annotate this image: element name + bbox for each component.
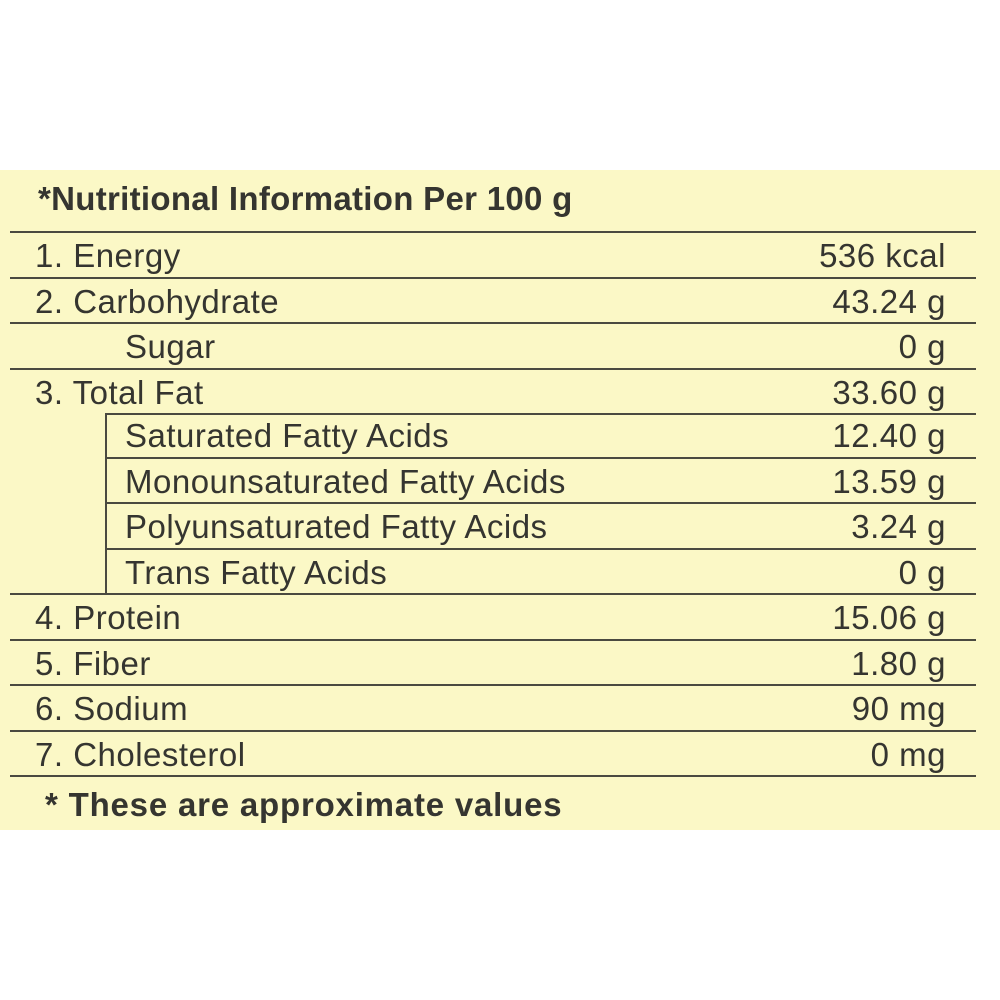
nutrition-table: 1. Energy 536 kcal 2. Carbohydrate 43.24 g… xyxy=(10,231,976,777)
amount: 15.06 g xyxy=(832,599,946,636)
row: Monounsaturated Fatty Acids 13.59 g xyxy=(105,458,976,504)
amount: 13.59 g xyxy=(832,462,946,500)
row: Sugar 0 g xyxy=(10,324,976,370)
amount: 0 g xyxy=(898,553,946,591)
nutrient: Trans Fatty Acids xyxy=(125,553,388,591)
nutrient: 2. Carbohydrate xyxy=(35,282,280,320)
row: Saturated Fatty Acids 12.40 g xyxy=(105,413,976,459)
nutrient: Polyunsaturated Fatty Acids xyxy=(125,508,548,545)
row: Polyunsaturated Fatty Acids 3.24 g xyxy=(105,504,976,550)
amount: 3.24 g xyxy=(851,508,946,545)
amount: 43.24 g xyxy=(832,282,946,320)
amount: 12.40 g xyxy=(832,417,946,454)
row: 7. Cholesterol 0 mg xyxy=(10,732,976,777)
nutrient: Saturated Fatty Acids xyxy=(125,417,450,454)
amount: 0 mg xyxy=(870,735,946,773)
nutrient: Monounsaturated Fatty Acids xyxy=(125,462,566,500)
amount: 1.80 g xyxy=(851,644,946,682)
amount: 536 kcal xyxy=(819,237,946,274)
row: 6. Sodium 90 mg xyxy=(10,686,976,732)
nutrient: 3. Total Fat xyxy=(35,373,204,411)
nutrient: 5. Fiber xyxy=(35,644,151,682)
footnote: * These are approximate values xyxy=(45,786,563,823)
nutrient: 6. Sodium xyxy=(35,690,189,727)
nutrient: Sugar xyxy=(125,328,216,365)
row: 5. Fiber 1.80 g xyxy=(10,641,976,686)
amount: 33.60 g xyxy=(832,373,946,411)
nutrient: 7. Cholesterol xyxy=(35,735,246,773)
row: 4. Protein 15.06 g xyxy=(10,595,976,641)
title: *Nutritional Information Per 100 g xyxy=(38,180,573,217)
amount: 90 mg xyxy=(851,690,946,727)
nutrient: 4. Protein xyxy=(35,599,182,636)
row: 2. Carbohydrate 43.24 g xyxy=(10,279,976,324)
row: 1. Energy 536 kcal xyxy=(10,233,976,279)
row: Trans Fatty Acids 0 g xyxy=(10,549,976,595)
nutrient: 1. Energy xyxy=(35,237,181,274)
amount: 0 g xyxy=(898,328,946,365)
nutrition-panel: *Nutritional Information Per 100 g 1. En… xyxy=(0,170,1000,830)
row: 3. Total Fat 33.60 g xyxy=(10,370,976,415)
